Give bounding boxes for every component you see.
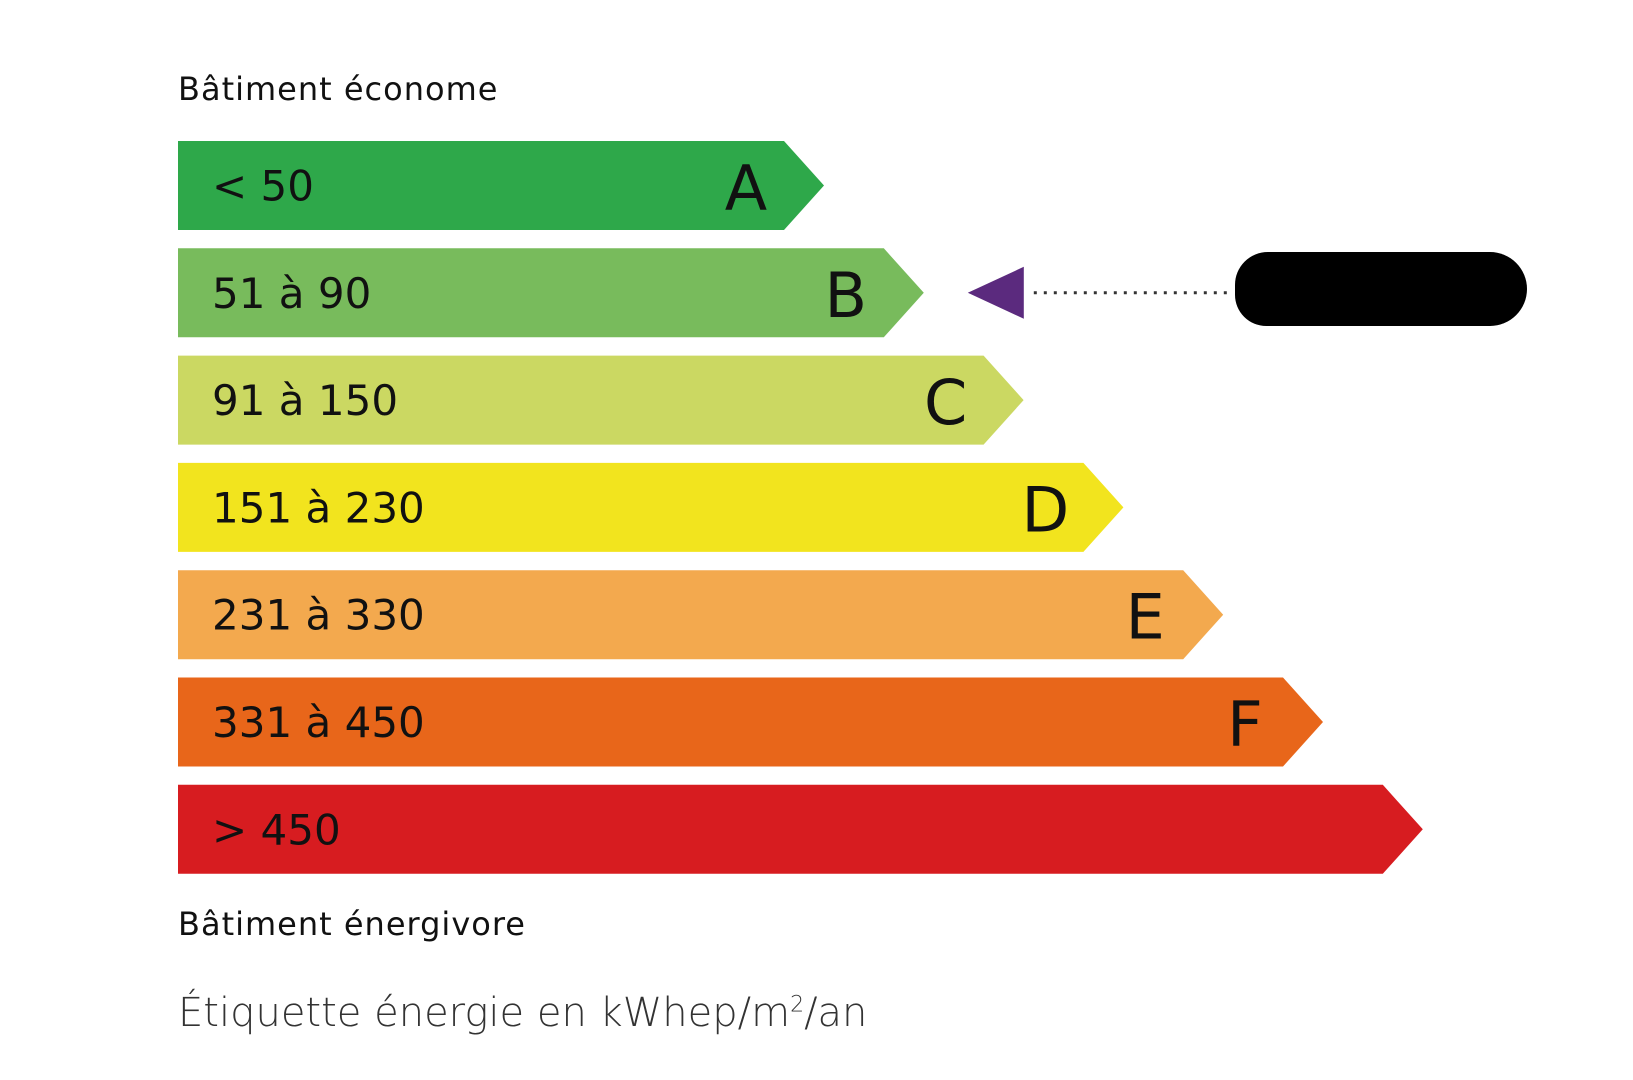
range-label-E: 231 à 330 [212,591,425,640]
grade-letter-B: B [825,259,868,332]
top-label: Bâtiment économe [178,70,499,108]
bar-G [178,784,1423,874]
unit-caption-sup: 2 [790,992,805,1018]
bottom-label: Bâtiment énergivore [178,905,526,943]
range-label-C: 91 à 150 [212,376,398,425]
current-rating-arrow-icon [967,266,1024,319]
range-label-B: 51 à 90 [212,269,371,318]
bar-F [178,677,1323,767]
grade-letter-D: D [1022,473,1070,546]
bar-B [178,248,924,338]
bar-E [178,570,1224,660]
range-label-A: < 50 [212,162,314,211]
bar-C [178,355,1024,445]
bar-A [178,141,824,230]
grade-letter-F: F [1227,688,1263,761]
range-label-G: > 450 [212,805,341,854]
unit-caption-main: Étiquette énergie en kWhep/m [178,990,791,1036]
grade-letter-A: A [725,152,767,225]
range-label-F: 331 à 450 [212,698,425,747]
unit-caption: Étiquette énergie en kWhep/m2/an [178,990,867,1036]
grade-letter-C: C [924,366,967,439]
grade-letter-E: E [1126,581,1165,654]
redacted-value [1235,252,1527,326]
bar-D [178,462,1124,552]
range-label-D: 151 à 230 [212,483,425,532]
unit-caption-end: /an [804,990,868,1036]
